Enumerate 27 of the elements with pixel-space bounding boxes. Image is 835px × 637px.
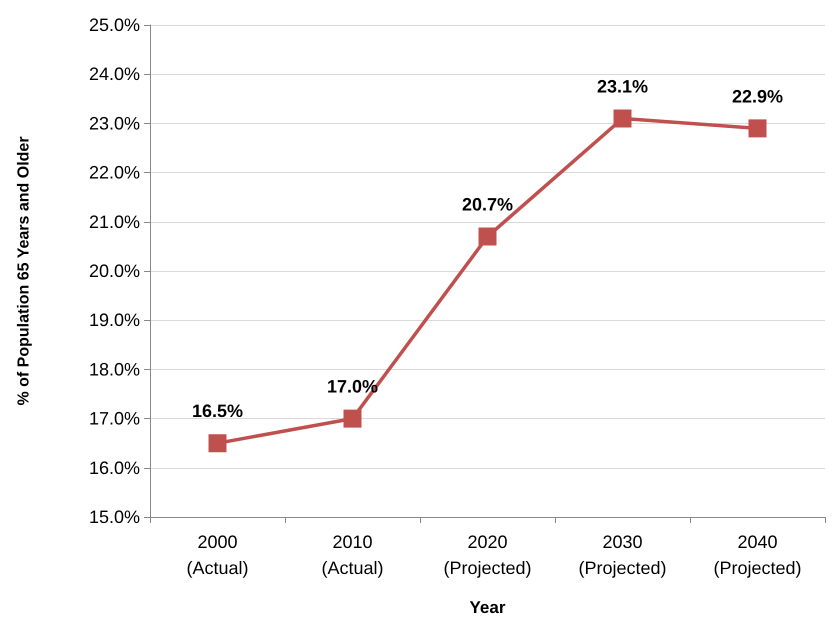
y-tick-label: 15.0% [88, 507, 140, 527]
x-axis-title: Year [470, 598, 506, 617]
y-axis-title: % of Population 65 Years and Older [16, 136, 32, 406]
data-label: 16.5% [192, 401, 244, 422]
y-tick-label: 25.0% [88, 15, 140, 35]
x-tick-label: 2020 (Projected) [443, 532, 532, 578]
y-tick-label: 22.0% [88, 162, 140, 183]
point [344, 410, 362, 428]
data-label: 20.7% [462, 194, 514, 215]
y-tick-label: 21.0% [88, 212, 140, 232]
point [478, 228, 496, 246]
x-tick-label: 2000 (Actual) [186, 532, 249, 578]
x-tick-label: 2010 (Actual) [321, 532, 384, 578]
y-tick-label: 20.0% [88, 261, 140, 281]
y-tick-label: 23.0% [88, 113, 140, 134]
x-tick-label: 2030 (Projected) [578, 532, 667, 578]
point [208, 434, 226, 452]
y-tick-label: 17.0% [88, 408, 140, 429]
y-tick-label: 19.0% [88, 310, 140, 330]
x-tick-label: 2040 (Projected) [713, 532, 802, 578]
y-tick-label: 16.0% [88, 458, 140, 478]
y-tick-label: 24.0% [88, 64, 140, 84]
data-label: 22.9% [732, 86, 784, 106]
point [614, 109, 632, 128]
y-tick-label: 18.0% [88, 359, 140, 380]
point [748, 119, 766, 138]
data-label: 23.1% [596, 76, 648, 96]
